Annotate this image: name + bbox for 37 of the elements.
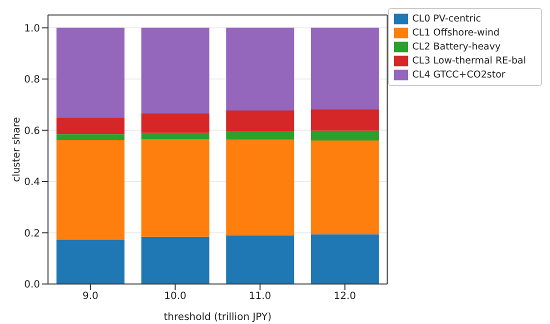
bar — [56, 134, 124, 140]
legend-label: CL0 PV-centric — [412, 14, 481, 25]
y-axis-title: cluster share — [12, 117, 23, 182]
bar — [141, 138, 210, 237]
legend-label: CL4 GTCC+CO2stor — [412, 70, 506, 81]
y-tick-label: 0.8 — [24, 74, 40, 86]
bar — [141, 236, 210, 284]
x-tick-label: 11.0 — [248, 291, 272, 302]
bar — [310, 140, 379, 234]
legend-label: CL1 Offshore-wind — [412, 28, 500, 39]
bar — [226, 140, 294, 236]
x-tick-label: 12.0 — [334, 291, 356, 302]
bar — [141, 113, 210, 133]
bar — [56, 240, 124, 284]
bar — [141, 132, 210, 139]
bar — [226, 235, 294, 284]
bar — [310, 130, 379, 141]
bar — [56, 140, 124, 240]
y-tick-label: 1.0 — [24, 23, 40, 34]
bar — [310, 110, 379, 131]
x-tick-label: 9.0 — [82, 291, 98, 302]
bar — [310, 234, 379, 284]
y-tick-label: 0.6 — [24, 126, 40, 137]
bar — [141, 28, 210, 114]
bar — [226, 131, 294, 140]
y-tick-label: 0.0 — [24, 280, 40, 291]
bar — [226, 110, 294, 132]
y-tick-label: 0.2 — [24, 228, 40, 240]
legend-label: CL2 Battery-heavy — [412, 42, 501, 53]
legend-label: CL3 Low-thermal RE-bal — [412, 56, 526, 67]
bar — [56, 117, 124, 134]
x-axis-title: threshold (trillion JPY) — [164, 312, 272, 323]
y-tick-label: 0.4 — [24, 177, 40, 188]
bar — [56, 28, 124, 118]
x-tick-label: 10.0 — [164, 291, 186, 302]
bar — [310, 28, 379, 110]
bar — [226, 28, 294, 111]
